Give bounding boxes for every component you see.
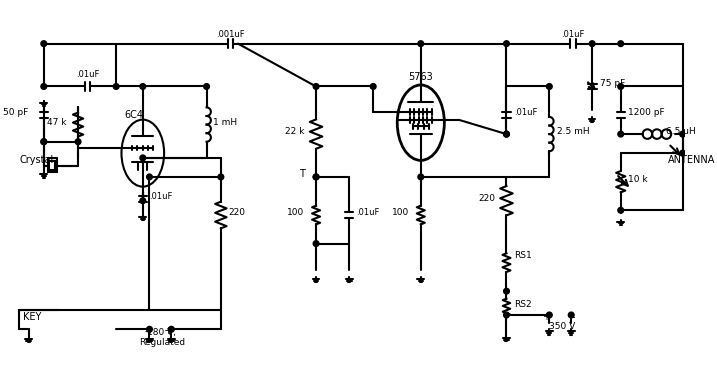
Circle shape [503, 312, 509, 318]
Text: 2.5 mH: 2.5 mH [557, 127, 589, 136]
Text: 10 k: 10 k [628, 175, 648, 184]
Text: 220: 220 [478, 194, 495, 203]
Text: .001uF: .001uF [216, 30, 244, 39]
Text: 100: 100 [392, 208, 409, 217]
Text: 6.5 uH: 6.5 uH [666, 127, 696, 136]
Bar [49, 161, 55, 170]
Text: 22 k: 22 k [285, 127, 305, 136]
Circle shape [140, 84, 146, 90]
Circle shape [569, 312, 574, 318]
Circle shape [41, 84, 47, 90]
Circle shape [204, 84, 209, 90]
Text: RS2: RS2 [514, 300, 532, 309]
Text: T: T [299, 169, 305, 179]
Circle shape [503, 131, 509, 137]
Text: 180 V,
Regulated: 180 V, Regulated [139, 328, 185, 348]
Circle shape [418, 41, 424, 47]
Circle shape [146, 326, 152, 332]
Circle shape [589, 41, 595, 47]
Text: 1200 pF: 1200 pF [628, 108, 665, 117]
Circle shape [218, 174, 224, 180]
Circle shape [140, 155, 146, 161]
Circle shape [41, 139, 47, 145]
Text: KEY: KEY [23, 312, 41, 322]
Circle shape [371, 84, 376, 90]
Text: 220: 220 [229, 208, 245, 217]
Text: 350 V: 350 V [549, 322, 575, 331]
Text: 100: 100 [288, 208, 305, 217]
Text: .01uF: .01uF [514, 108, 538, 117]
Circle shape [618, 84, 624, 90]
Circle shape [313, 84, 319, 90]
Circle shape [618, 131, 624, 137]
Circle shape [313, 174, 319, 180]
Text: -: - [145, 326, 148, 336]
Circle shape [113, 84, 119, 90]
Text: ANTENNA: ANTENNA [668, 155, 716, 165]
Circle shape [680, 150, 685, 156]
Circle shape [418, 174, 424, 180]
Circle shape [313, 174, 319, 180]
Circle shape [140, 198, 146, 204]
Circle shape [503, 288, 509, 294]
Circle shape [313, 241, 319, 246]
Circle shape [503, 41, 509, 47]
Text: .01uF: .01uF [76, 70, 99, 79]
Circle shape [168, 326, 174, 332]
Text: .01uF: .01uF [356, 208, 379, 217]
Text: +: + [163, 326, 174, 336]
Text: Crystal: Crystal [19, 155, 53, 165]
Text: +: + [543, 312, 551, 322]
Text: 47 k: 47 k [47, 118, 67, 127]
Text: 6C4: 6C4 [124, 110, 143, 120]
Circle shape [41, 139, 47, 145]
Circle shape [503, 131, 509, 137]
Circle shape [546, 312, 552, 318]
Circle shape [146, 174, 152, 180]
Circle shape [75, 139, 81, 145]
Circle shape [618, 207, 624, 213]
Text: 1 mH: 1 mH [213, 118, 237, 127]
Circle shape [546, 84, 552, 90]
Circle shape [618, 41, 624, 47]
Circle shape [41, 41, 47, 47]
Text: 50 pF: 50 pF [4, 108, 29, 117]
Circle shape [680, 131, 685, 137]
Text: -: - [571, 312, 575, 322]
Text: .01uF: .01uF [149, 192, 173, 201]
Text: 75 pF: 75 pF [600, 79, 625, 88]
Text: 5763: 5763 [409, 72, 433, 82]
Text: .01uF: .01uF [561, 30, 585, 39]
Text: RS1: RS1 [514, 251, 532, 260]
